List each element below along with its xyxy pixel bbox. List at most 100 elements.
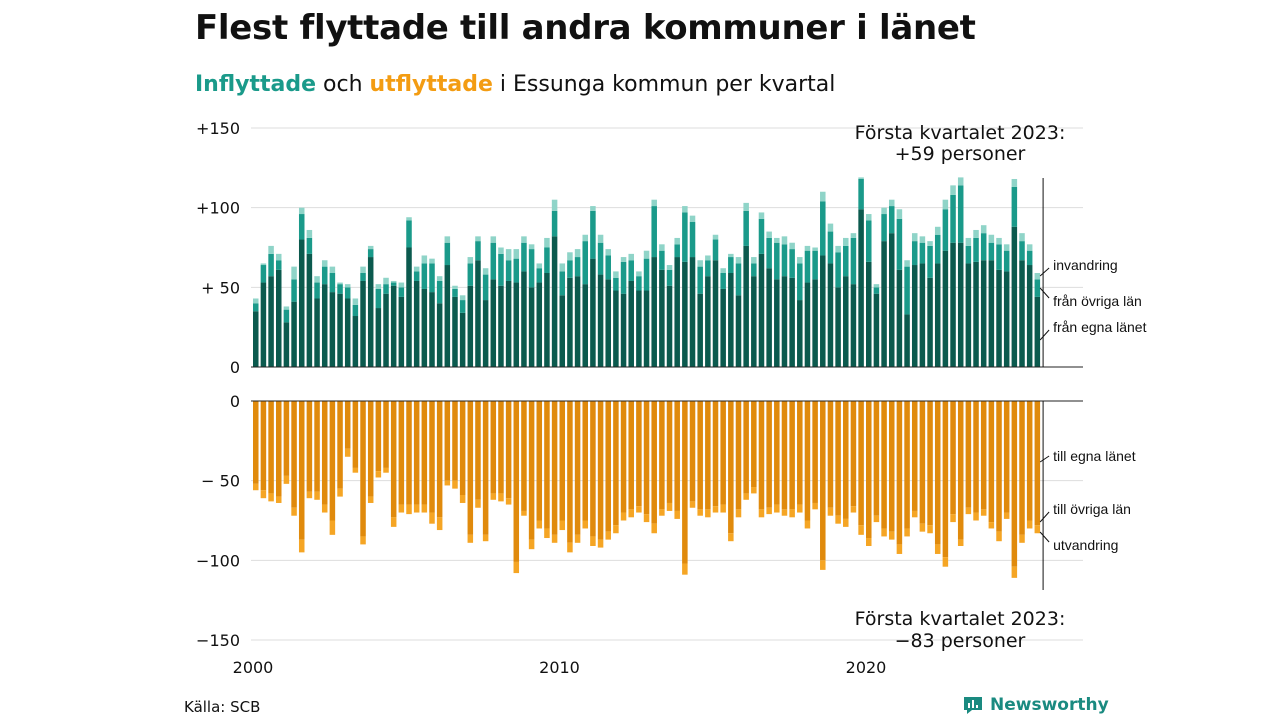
bar-in-other — [781, 244, 788, 277]
bar-in-own — [942, 250, 949, 367]
bar-out-own — [827, 401, 834, 508]
bar-in-other — [766, 237, 772, 269]
bar-out-own — [275, 401, 282, 497]
bar-in-immigration — [858, 177, 864, 179]
bar-out-other — [888, 531, 895, 540]
bar-out-own — [597, 401, 604, 540]
bar-in-immigration — [444, 236, 451, 243]
y-tick-label-top: + 50 — [201, 278, 240, 297]
bar-in-immigration — [459, 295, 466, 301]
bar-in-immigration — [651, 199, 657, 207]
annotation-top-line2: +59 personer — [895, 143, 1026, 165]
bar-in-own — [498, 285, 504, 367]
leader-utvandring — [1039, 531, 1050, 543]
bar-in-own — [980, 260, 987, 367]
bar-in-other — [521, 242, 527, 272]
bar-out-other — [873, 515, 880, 523]
bar-in-other — [843, 245, 849, 277]
bar-out-own — [927, 401, 933, 526]
bar-out-other — [804, 520, 811, 529]
bar-in-immigration — [682, 206, 688, 213]
bar-in-own — [743, 245, 749, 367]
bar-in-other — [605, 255, 611, 280]
series-label-till-ovriga-lan: till övriga län — [1053, 501, 1131, 517]
bar-in-other — [321, 266, 328, 285]
bar-in-immigration — [850, 233, 857, 238]
bar-in-own — [375, 308, 382, 367]
bar-out-other — [574, 534, 581, 543]
bar-in-immigration — [965, 237, 972, 246]
bar-in-immigration — [398, 282, 405, 288]
bar-in-other — [827, 231, 834, 264]
bar-in-other — [965, 245, 972, 264]
bar-out-other — [1034, 525, 1041, 534]
bar-in-other — [651, 206, 657, 258]
bar-in-own — [674, 257, 680, 367]
bar-out-own — [429, 401, 435, 513]
y-tick-label-top: 0 — [230, 358, 240, 377]
bar-out-other — [559, 520, 566, 531]
migration-chart: +150 +100 + 50 0 0 − 50 −100 −150 2000 2010 2020 Fö… — [196, 119, 1147, 677]
y-tick-label-bottom: −100 — [196, 551, 240, 570]
bar-in-other — [536, 268, 543, 283]
bar-out-own — [789, 401, 795, 510]
bar-in-other — [996, 244, 1002, 270]
subtitle-rest: i Essunga kommun per kvartal — [499, 72, 836, 97]
bar-in-immigration — [636, 271, 642, 277]
bar-in-other — [804, 250, 811, 283]
bar-in-immigration — [253, 298, 259, 304]
bar-in-own — [360, 280, 366, 367]
bar-in-immigration — [375, 284, 382, 289]
bar-in-own — [720, 288, 726, 367]
bar-out-other — [444, 480, 451, 486]
bar-in-other — [888, 206, 895, 234]
bar-in-immigration — [689, 215, 696, 223]
bar-in-own — [1011, 226, 1018, 367]
bar-in-own — [643, 290, 650, 367]
bar-in-other — [513, 258, 520, 283]
bar-out-own — [636, 401, 642, 507]
bar-out-own — [1019, 401, 1025, 535]
bar-in-immigration — [873, 284, 880, 288]
bar-out-other — [490, 493, 497, 500]
bar-in-other — [268, 253, 274, 277]
bar-in-own — [528, 287, 535, 367]
bar-in-immigration — [551, 199, 558, 211]
bar-out-other — [275, 496, 282, 503]
bar-in-own — [482, 300, 489, 367]
subtitle-och: och — [323, 72, 363, 97]
bar-out-own — [797, 401, 803, 505]
bar-in-own — [1019, 260, 1025, 367]
bar-in-immigration — [720, 268, 726, 273]
bar-in-immigration — [390, 280, 397, 283]
bar-in-own — [567, 277, 573, 367]
bar-in-own — [536, 282, 543, 367]
bar-in-own — [804, 282, 811, 367]
bar-in-own — [283, 322, 290, 367]
leader-fran-egna — [1039, 329, 1050, 341]
bar-in-own — [613, 290, 619, 367]
bar-in-immigration — [911, 233, 918, 242]
bar-in-other — [712, 239, 719, 261]
bar-in-other — [682, 212, 688, 262]
bar-in-other — [398, 287, 405, 297]
bar-in-other — [574, 257, 581, 277]
bar-in-other — [597, 242, 604, 275]
bar-in-other — [1026, 250, 1033, 266]
bar-in-immigration — [812, 247, 818, 251]
bar-in-own — [957, 242, 964, 367]
bar-in-immigration — [605, 249, 611, 256]
bar-in-own — [329, 292, 336, 367]
bar-in-immigration — [620, 257, 627, 262]
bar-in-own — [636, 290, 642, 367]
bar-out-own — [260, 401, 267, 491]
bar-out-other — [712, 506, 719, 513]
bar-out-own — [743, 401, 749, 494]
bar-out-other — [337, 488, 343, 497]
bar-out-other — [758, 509, 765, 518]
bar-in-immigration — [919, 236, 926, 243]
bar-in-immigration — [291, 266, 297, 280]
bar-out-own — [888, 401, 895, 532]
bar-in-other — [659, 250, 665, 270]
bar-out-other — [482, 534, 489, 542]
